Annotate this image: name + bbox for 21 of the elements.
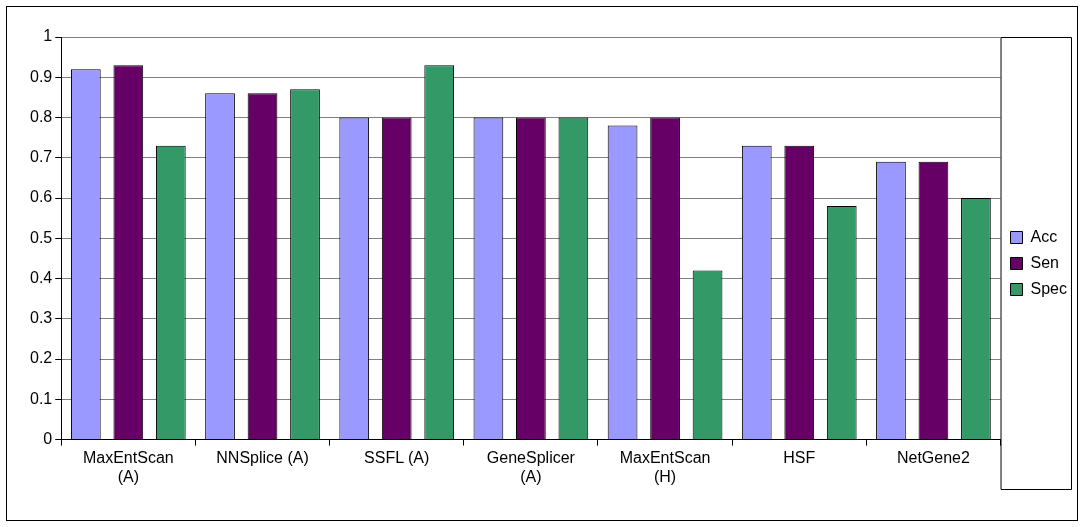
y-tick-label: 0.6 [29,188,53,206]
x-tick-label: MaxEntScan (H) [619,448,711,485]
legend-label: Sen [1030,253,1059,271]
x-tick-label: NNSplice (A) [216,448,309,466]
y-tick-label: 0.7 [29,148,53,166]
y-tick-label: 0.3 [29,309,53,327]
x-tick-label: SSFL (A) [364,448,430,466]
legend-label: Spec [1030,279,1067,297]
y-tick-label: 0.4 [29,268,53,286]
y-tick-label: 0.8 [29,107,53,125]
legend-label: Acc [1030,227,1058,245]
y-tick-label: 0.9 [29,67,53,85]
y-tick-label: 0.2 [29,349,53,367]
x-tick-label: HSF [783,448,816,466]
x-tick-label: NetGene2 [896,448,971,466]
x-tick-label: MaxEntScan (A) [82,448,174,485]
x-tick-label: GeneSplicer (A) [486,448,576,485]
y-tick-label: 0.1 [29,389,53,407]
y-tick-label: 0 [43,430,53,448]
y-tick-label: 1 [43,27,53,45]
y-tick-label: 0.5 [29,228,53,246]
